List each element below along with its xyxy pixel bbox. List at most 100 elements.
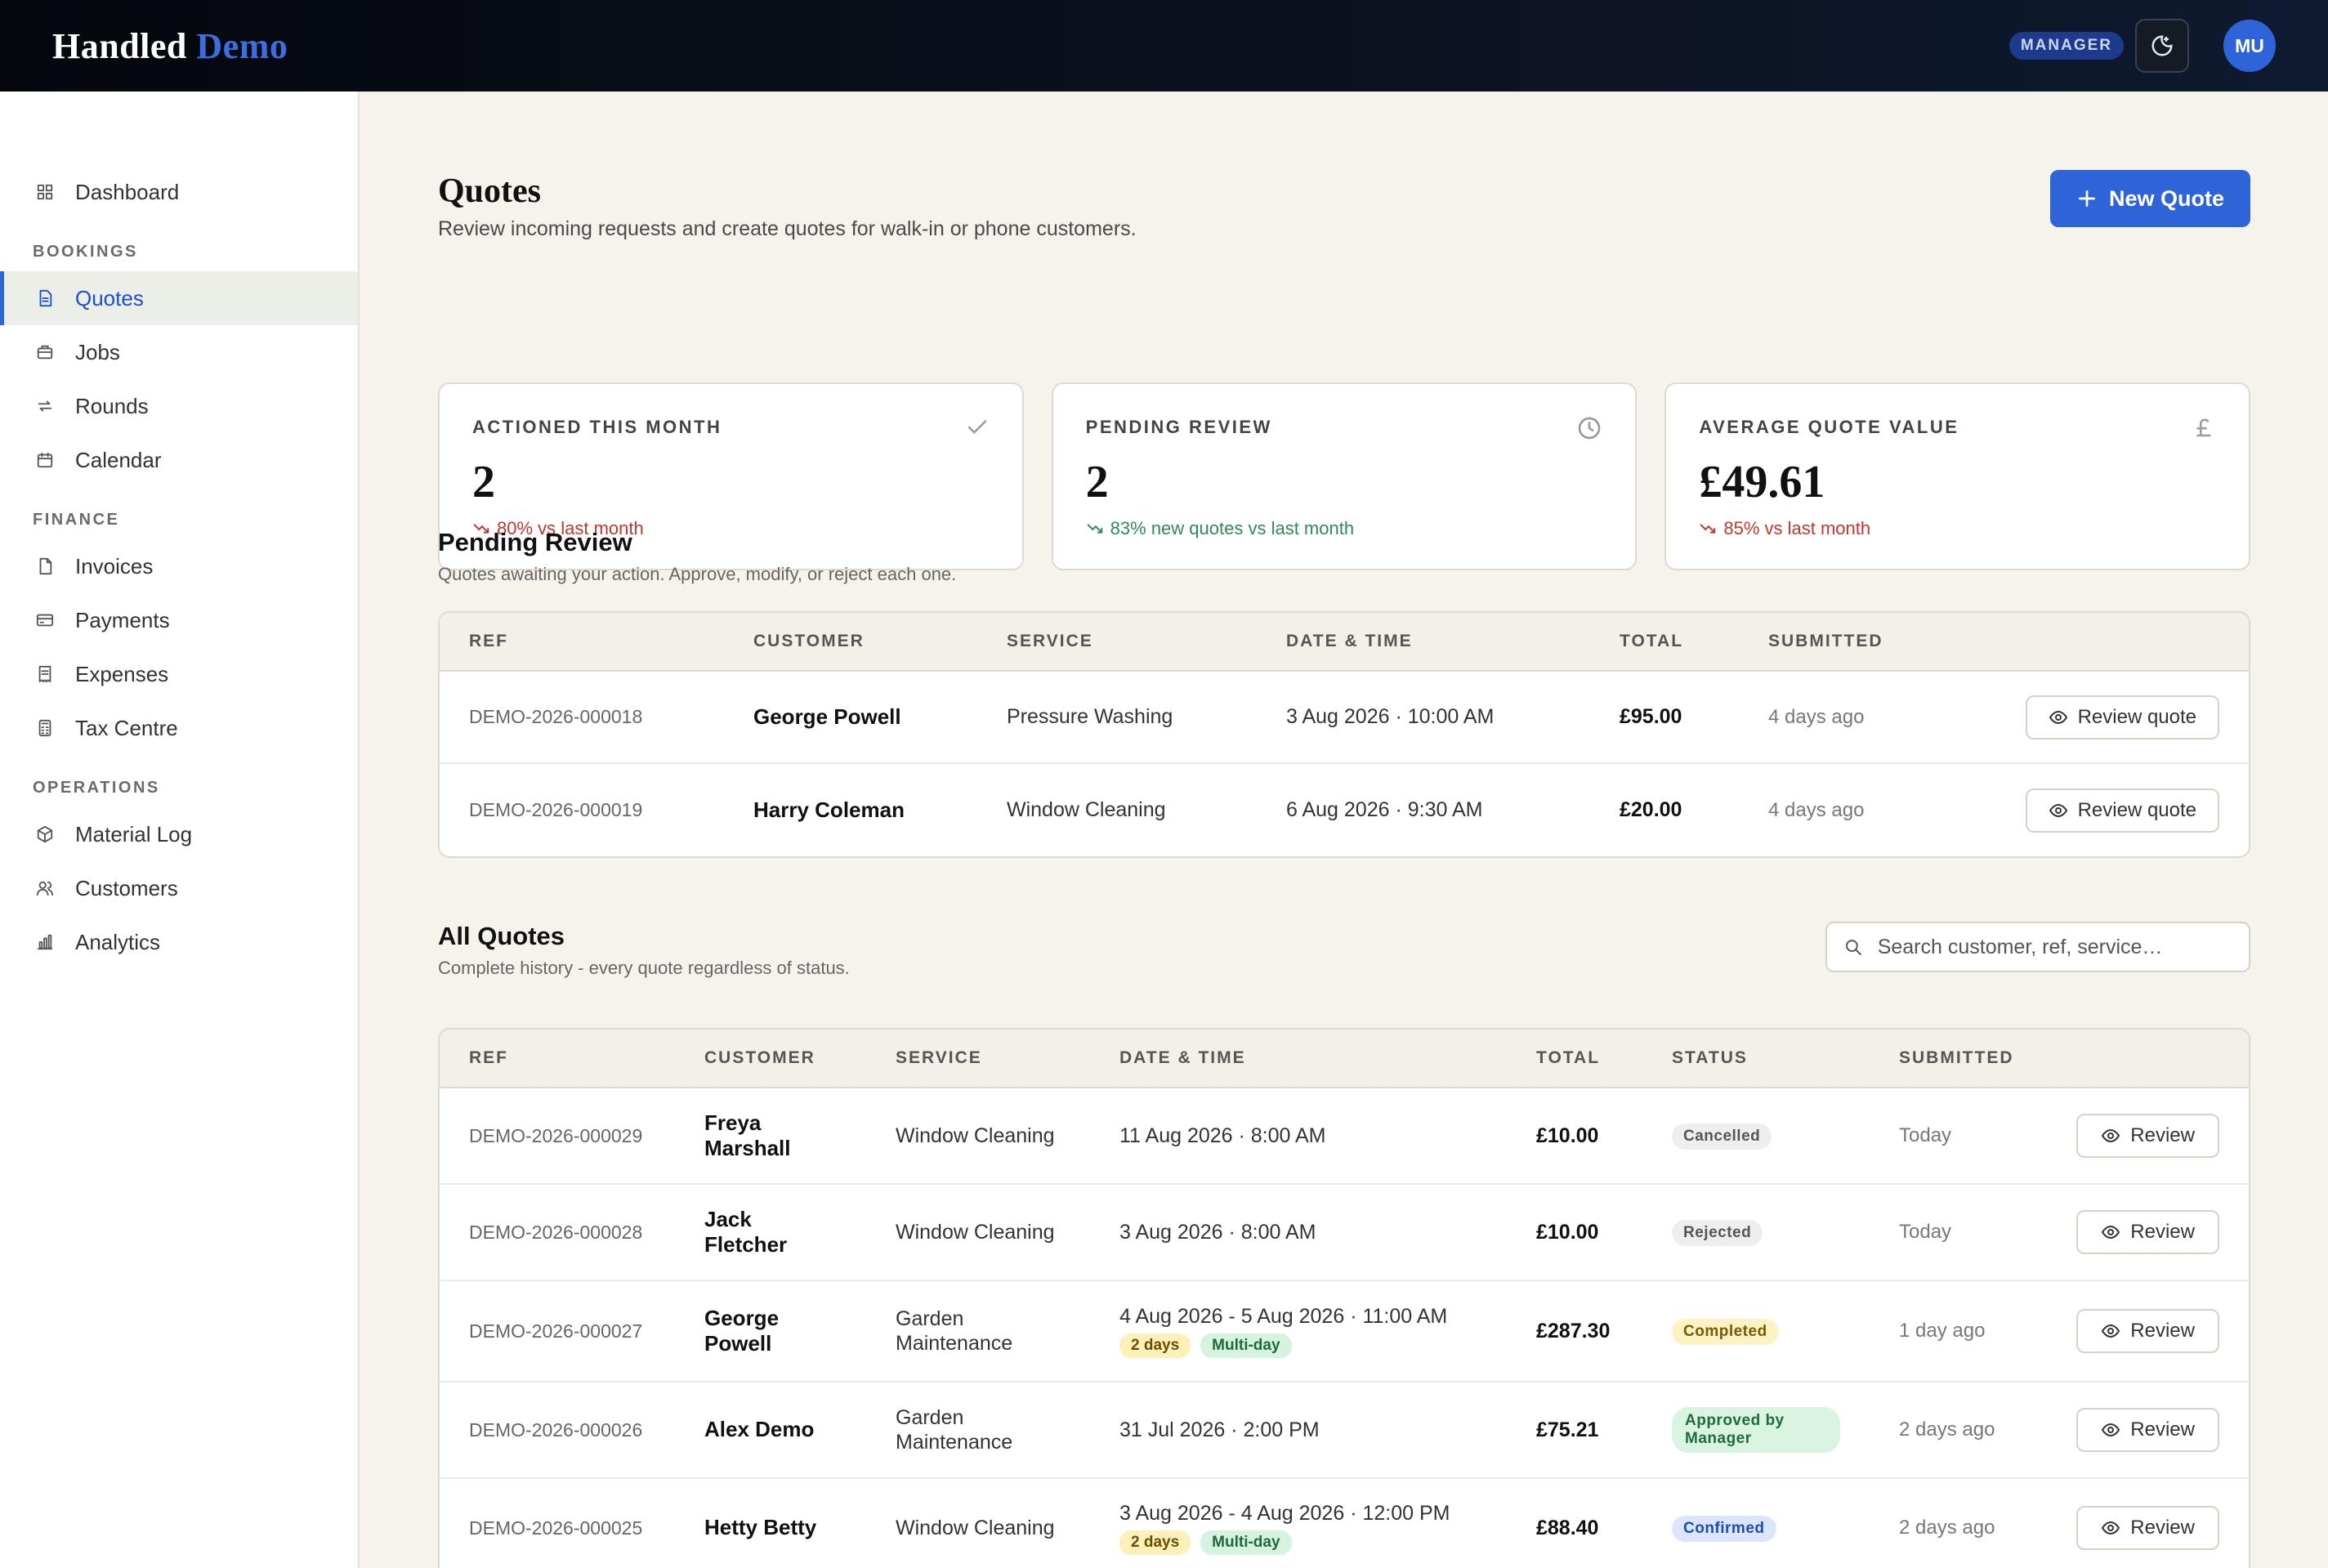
quote-total: £20.00 bbox=[1620, 798, 1682, 821]
stat-change: 85% vs last month bbox=[1699, 518, 2216, 539]
eye-icon bbox=[2102, 1521, 2120, 1535]
column-header: DATE & TIME bbox=[1119, 1048, 1246, 1067]
sidebar-section-title: FINANCE bbox=[33, 510, 120, 529]
briefcase-icon bbox=[37, 345, 53, 360]
card-icon bbox=[36, 614, 54, 627]
status-cell: Cancelled bbox=[1642, 1123, 1870, 1150]
sidebar-item-calendar[interactable]: Calendar bbox=[0, 433, 358, 487]
all-quotes-subtitle: Complete history - every quote regardles… bbox=[438, 958, 850, 978]
trend-down-icon bbox=[1700, 524, 1716, 534]
date-tag: Multi-day bbox=[1200, 1530, 1292, 1555]
sidebar-item-customers[interactable]: Customers bbox=[0, 861, 358, 915]
sidebar-section-title: OPERATIONS bbox=[33, 778, 160, 797]
theme-toggle-button[interactable] bbox=[2135, 19, 2189, 73]
column-header: SERVICE bbox=[1007, 632, 1093, 650]
pending-subtitle: Quotes awaiting your action. Approve, mo… bbox=[438, 564, 957, 584]
submitted-time: Today bbox=[1899, 1221, 1952, 1243]
date-tag: 2 days bbox=[1119, 1530, 1191, 1555]
submitted-time: 2 days ago bbox=[1899, 1418, 1995, 1441]
eye-icon bbox=[2102, 1128, 2120, 1143]
submitted-time: 2 days ago bbox=[1899, 1517, 1995, 1539]
service-name: Window Cleaning bbox=[896, 1221, 1055, 1244]
customer-name: George Powell bbox=[704, 1305, 780, 1356]
new-quote-button[interactable]: New Quote bbox=[2049, 170, 2250, 227]
user-avatar[interactable]: MU bbox=[2223, 20, 2276, 72]
all-quotes-table-header: REF CUSTOMER SERVICE DATE & TIME TOTAL STATUS… bbox=[440, 1030, 2249, 1088]
calculator-icon bbox=[38, 719, 51, 737]
service-name: Garden Maintenance bbox=[896, 1307, 1013, 1355]
date-tags: 2 days Multi-day bbox=[1119, 1530, 1507, 1555]
sidebar-item-dashboard[interactable]: Dashboard bbox=[0, 165, 358, 219]
sidebar-item-tax-centre[interactable]: Tax Centre bbox=[0, 701, 358, 755]
date-time-cell: 4 Aug 2026 - 5 Aug 2026 · 11:00 AM 2 days… bbox=[1090, 1305, 1507, 1358]
date-time-cell: 31 Jul 2026 · 2:00 PM bbox=[1090, 1418, 1507, 1442]
table-row: DEMO-2026-000025 Hetty Betty Window Cleani… bbox=[440, 1479, 2249, 1568]
status-cell: Approved by Manager bbox=[1642, 1407, 1870, 1453]
plus-icon bbox=[2078, 190, 2096, 208]
stat-label: PENDING REVIEW bbox=[1085, 417, 1272, 437]
review-button[interactable]: Review bbox=[2076, 1408, 2219, 1452]
document-icon bbox=[39, 289, 52, 307]
review-quote-button[interactable]: Review quote bbox=[2025, 695, 2219, 739]
review-button[interactable]: Review bbox=[2076, 1114, 2219, 1158]
file-icon bbox=[39, 557, 52, 575]
sidebar-item-expenses[interactable]: Expenses bbox=[0, 647, 358, 701]
review-quote-label: Review quote bbox=[2077, 705, 2196, 728]
quote-total: £10.00 bbox=[1536, 1220, 1599, 1244]
review-quote-label: Review quote bbox=[2077, 798, 2196, 821]
review-label: Review bbox=[2130, 1418, 2195, 1441]
service-name: Window Cleaning bbox=[896, 1517, 1055, 1539]
search-input[interactable] bbox=[1877, 935, 2232, 959]
review-button[interactable]: Review bbox=[2076, 1210, 2219, 1254]
submitted-time: Today bbox=[1899, 1124, 1952, 1146]
eye-icon bbox=[2102, 1423, 2120, 1437]
sidebar-item-invoices[interactable]: Invoices bbox=[0, 539, 358, 593]
service-name: Garden Maintenance bbox=[896, 1406, 1013, 1454]
sidebar-item-material-log[interactable]: Material Log bbox=[0, 807, 358, 861]
customer-name: George Powell bbox=[753, 704, 901, 729]
service-name: Pressure Washing bbox=[1007, 705, 1173, 728]
status-cell: Completed bbox=[1642, 1318, 1870, 1345]
stat-label: ACTIONED THIS MONTH bbox=[472, 417, 722, 437]
all-quotes-table: REF CUSTOMER SERVICE DATE & TIME TOTAL STATUS… bbox=[438, 1028, 2250, 1568]
stat-card: ACTIONED THIS MONTH 2 80% vs last month bbox=[438, 382, 1024, 570]
review-quote-button[interactable]: Review quote bbox=[2025, 788, 2219, 833]
date-time: 3 Aug 2026 · 10:00 AM bbox=[1286, 705, 1495, 728]
sidebar-item-rounds[interactable]: Rounds bbox=[0, 379, 358, 433]
eye-icon bbox=[2049, 710, 2067, 724]
quote-total: £95.00 bbox=[1620, 705, 1682, 728]
page-header: Quotes Review incoming requests and crea… bbox=[438, 92, 2250, 288]
stat-change-text: 85% vs last month bbox=[1723, 518, 1871, 538]
sidebar-item-payments[interactable]: Payments bbox=[0, 593, 358, 647]
review-label: Review bbox=[2130, 1221, 2195, 1243]
sidebar-item-analytics[interactable]: Analytics bbox=[0, 915, 358, 969]
quote-ref: DEMO-2026-000018 bbox=[469, 706, 643, 727]
sidebar-item-label: Invoices bbox=[75, 553, 154, 579]
date-time: 31 Jul 2026 · 2:00 PM bbox=[1119, 1418, 1320, 1441]
review-button[interactable]: Review bbox=[2076, 1506, 2219, 1550]
review-label: Review bbox=[2130, 1517, 2195, 1539]
column-header: STATUS bbox=[1672, 1048, 1748, 1067]
quote-ref: DEMO-2026-000026 bbox=[469, 1418, 643, 1441]
quote-total: £88.40 bbox=[1536, 1516, 1599, 1539]
stat-card: PENDING REVIEW 2 83% new quotes vs last mo… bbox=[1051, 382, 1638, 570]
sidebar-item-jobs[interactable]: Jobs bbox=[0, 325, 358, 379]
users-icon bbox=[36, 881, 54, 896]
date-time: 3 Aug 2026 · 8:00 AM bbox=[1119, 1220, 1316, 1244]
brand-logo[interactable]: Handled Demo bbox=[52, 25, 288, 67]
status-badge: Completed bbox=[1672, 1318, 1779, 1345]
date-time: 3 Aug 2026 - 4 Aug 2026 · 12:00 PM bbox=[1119, 1501, 1450, 1525]
table-row: DEMO-2026-000026 Alex Demo Garden Maintena… bbox=[440, 1383, 2249, 1479]
column-header: CUSTOMER bbox=[704, 1048, 815, 1067]
column-header: TOTAL bbox=[1620, 632, 1684, 650]
sidebar-item-quotes[interactable]: Quotes bbox=[0, 271, 358, 325]
date-time-cell: 3 Aug 2026 - 4 Aug 2026 · 12:00 PM 2 days… bbox=[1090, 1502, 1507, 1555]
submitted-time: 1 day ago bbox=[1899, 1320, 1986, 1342]
stat-change-text: 83% new quotes vs last month bbox=[1110, 518, 1355, 538]
status-badge: Cancelled bbox=[1672, 1123, 1772, 1150]
review-button[interactable]: Review bbox=[2076, 1309, 2219, 1353]
sidebar-item-label: Dashboard bbox=[75, 179, 180, 204]
stat-change: 80% vs last month bbox=[472, 518, 990, 539]
quote-ref: DEMO-2026-000027 bbox=[469, 1320, 643, 1342]
main-content: Quotes Review incoming requests and crea… bbox=[438, 92, 2251, 1568]
